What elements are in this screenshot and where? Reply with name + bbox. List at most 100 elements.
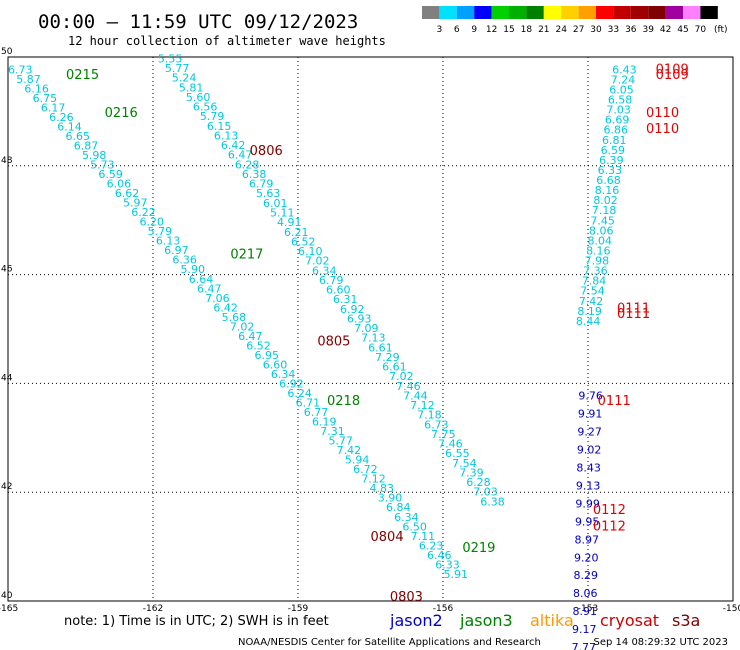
swh-value: 6.59 [601, 144, 626, 157]
satellite-altika: altika [530, 611, 574, 630]
swh-value: 6.20 [139, 216, 164, 229]
swh-value: 7.09 [354, 322, 379, 335]
swh-value: 6.58 [608, 94, 633, 107]
swh-value: 7.42 [579, 295, 604, 308]
swh-value: 5.97 [123, 197, 147, 210]
satellite-jason3: jason3 [459, 611, 513, 630]
y-tick-label: 50 [1, 47, 13, 57]
swh-value: 6.13 [214, 129, 239, 142]
legend-swatch [613, 6, 631, 19]
swh-value: 5.77 [165, 62, 190, 75]
legend-bin-label: 36 [625, 25, 637, 35]
tick-labels: -165 -162 -159 -156 -153 -150 40 42 44 46 48 50 [0, 47, 740, 614]
swh-value: 5.81 [179, 81, 204, 94]
legend-bin-label: 33 [608, 25, 619, 35]
swh-value: 7.12 [410, 399, 435, 412]
swh-value: 5.98 [82, 149, 107, 162]
y-tick-label: 44 [1, 373, 13, 383]
swh-value: 6.77 [304, 406, 329, 419]
swh-value: 8.16 [595, 184, 620, 197]
swh-value: 6.93 [347, 312, 372, 325]
swh-value: 7.18 [417, 409, 442, 422]
legend-swatch [578, 6, 596, 19]
swh-value: 5.24 [172, 72, 197, 85]
swh-value: 4.83 [370, 482, 395, 495]
swh-value: 6.69 [605, 114, 630, 127]
swh-value: 6.23 [419, 539, 444, 552]
legend-bin-label: 6 [454, 25, 460, 35]
swh-value: 7.02 [389, 370, 414, 383]
swh-value: 7.12 [361, 473, 386, 486]
legend-swatch [526, 6, 544, 19]
x-tick-label: -162 [143, 604, 163, 614]
legend-swatch [491, 6, 509, 19]
legend-swatch [700, 6, 718, 19]
swh-value: 8.19 [577, 305, 602, 318]
swh-value: 6.71 [296, 397, 321, 410]
track-label: 0803 [390, 590, 423, 605]
swh-value: 6.22 [131, 206, 156, 219]
swh-value: 6.81 [602, 134, 627, 147]
swh-value: 7.03 [606, 104, 631, 117]
legend-swatch [509, 6, 527, 19]
swh-value: 6.26 [49, 111, 73, 124]
swh-value: 6.72 [353, 463, 378, 476]
color-legend: 3 6 9 12 15 18 21 24 27 30 33 36 39 42 45 70 [422, 6, 718, 35]
legend-bin-label: 70 [695, 25, 707, 35]
swh-value: 6.75 [33, 92, 58, 105]
track-label: 0112 [593, 519, 626, 534]
swh-value: 5.91 [443, 568, 468, 581]
legend-bin-label: 12 [486, 25, 497, 35]
track-label: 0111 [617, 307, 650, 322]
swh-value: 9.91 [578, 408, 603, 421]
swh-value: 7.03 [473, 486, 498, 499]
swh-value: 7.44 [403, 389, 428, 402]
swh-value: 6.06 [107, 178, 132, 191]
swh-value: 6.15 [207, 120, 232, 133]
swh-value: 6.34 [271, 368, 296, 381]
legend-swatch [474, 6, 492, 19]
swh-value: 9.76 [578, 390, 603, 403]
satellite-s3a: s3a [672, 611, 700, 630]
swh-value: 7.02 [230, 320, 255, 333]
track-label: 0804 [371, 530, 404, 545]
swh-value: 7.46 [396, 380, 421, 393]
swh-value: 6.47 [197, 282, 222, 295]
x-tick-label: -150 [723, 604, 740, 614]
swh-value: 6.05 [609, 83, 634, 96]
legend-swatch [683, 6, 701, 19]
track-label: 0219 [462, 541, 495, 556]
track-label: 0806 [250, 144, 283, 159]
swh-value: 6.64 [189, 273, 214, 286]
swh-value: 7.77 [572, 641, 597, 650]
legend-swatch [648, 6, 666, 19]
track-label: 0215 [66, 68, 99, 83]
legend-bin-label: 15 [503, 25, 514, 35]
swh-value: 9.02 [577, 444, 602, 457]
swh-value: 6.19 [312, 416, 337, 429]
swh-value: 6.14 [57, 120, 82, 133]
x-tick-label: -156 [433, 604, 454, 614]
swh-value: 6.21 [284, 226, 309, 239]
swh-value: 6.46 [427, 549, 452, 562]
swh-value: 8.91 [573, 605, 598, 618]
legend-swatch [543, 6, 562, 19]
swh-value: 6.86 [603, 124, 628, 137]
swh-value: 8.06 [573, 587, 598, 600]
swh-value: 7.54 [452, 457, 477, 470]
swh-value: 7.45 [590, 214, 615, 227]
swh-value: 6.97 [164, 244, 189, 257]
swh-value: 6.33 [598, 164, 623, 177]
swh-value: 6.52 [291, 235, 316, 248]
swh-value: 8.06 [589, 224, 614, 237]
track-label: 0805 [317, 334, 350, 349]
legend-swatch [456, 6, 475, 19]
legend-bin-label: 24 [555, 25, 567, 35]
legend-bin-label: 9 [471, 25, 477, 35]
swh-value: 6.73 [8, 63, 33, 76]
swh-value: 9.20 [574, 551, 599, 564]
legend-unit: (ft) [714, 25, 728, 35]
y-tick-label: 42 [1, 482, 12, 492]
data-points: 6.735.876.166.756.176.266.146.656.875.98… [8, 52, 637, 650]
